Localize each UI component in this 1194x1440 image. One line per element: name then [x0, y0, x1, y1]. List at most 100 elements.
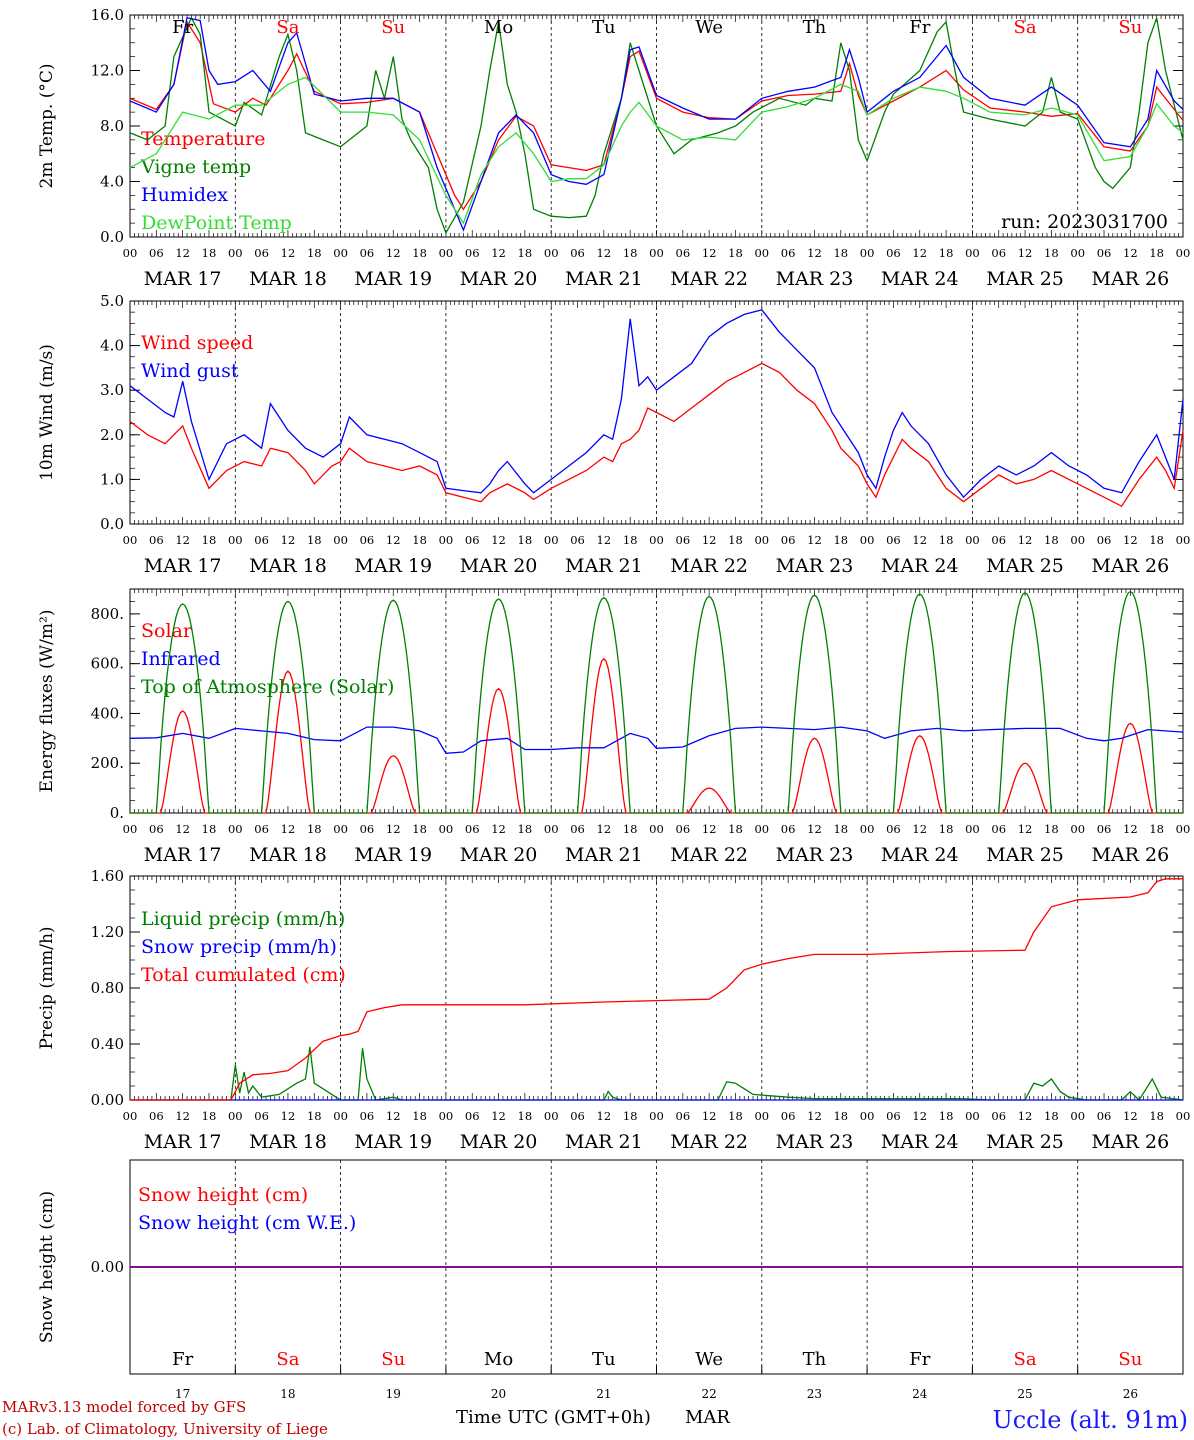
x-hour-label: 18 [623, 246, 638, 260]
x-hour-label: 18 [1149, 822, 1164, 836]
x-hour-label: 12 [597, 1109, 612, 1123]
x-date-label: MAR 26 [1091, 268, 1169, 290]
x-hour-label: 18 [307, 533, 322, 547]
x-hour-label: 00 [228, 533, 243, 547]
x-hour-label: 18 [623, 533, 638, 547]
x-date-label: MAR 19 [354, 844, 432, 866]
weekday-label: We [695, 17, 723, 38]
x-hour-label: 18 [202, 533, 217, 547]
run-label: run: 2023031700 [1001, 211, 1168, 233]
x-hour-label: 06 [886, 822, 901, 836]
x-hour-label: 12 [281, 822, 296, 836]
x-hour-label: 06 [360, 822, 375, 836]
x-hour-label: 18 [412, 1109, 427, 1123]
y-tick-label: 0.40 [91, 1035, 124, 1053]
x-date-label: MAR 21 [565, 268, 643, 290]
x-date-label: MAR 24 [881, 555, 959, 577]
y-axis-label: Energy fluxes (W/m²) [37, 610, 57, 793]
weekday-label: Su [1118, 17, 1142, 38]
x-hour-label: 00 [544, 822, 559, 836]
x-date-label: MAR 22 [670, 268, 748, 290]
x-hour-label: 18 [412, 822, 427, 836]
x-hour-label: 06 [676, 1109, 691, 1123]
y-axis-label: Precip (mm/h) [37, 926, 57, 1049]
x-hour-label: 18 [1149, 246, 1164, 260]
weekday-label: Sa [276, 1349, 299, 1370]
x-hour-label: 18 [728, 533, 743, 547]
x-date-label: MAR 20 [460, 844, 538, 866]
panel-frame [129, 588, 1184, 814]
x-hour-label: 18 [307, 822, 322, 836]
legend-entry: Snow height (cm) [138, 1184, 308, 1206]
y-tick-label: 4.0 [100, 337, 124, 355]
x-hour-label: 00 [1070, 822, 1085, 836]
x-hour-label: 06 [465, 246, 480, 260]
x-hour-label: 12 [597, 822, 612, 836]
x-hour-label: 00 [333, 533, 348, 547]
legend-entry: DewPoint Temp [141, 212, 292, 234]
x-hour-label: 18 [623, 1109, 638, 1123]
x-date-label: MAR 20 [460, 268, 538, 290]
x-hour-label: 12 [807, 246, 822, 260]
x-hour-label: 06 [254, 1109, 269, 1123]
y-tick-label: 5.0 [100, 292, 124, 310]
x-hour-label: 18 [518, 1109, 533, 1123]
x-hour-label: 18 [833, 533, 848, 547]
x-hour-label: 12 [175, 822, 190, 836]
x-date-label: MAR 25 [986, 1131, 1064, 1153]
x-hour-label: 12 [281, 533, 296, 547]
x-date-label: MAR 22 [670, 555, 748, 577]
x-date-label: MAR 24 [881, 268, 959, 290]
x-hour-label: 12 [1123, 246, 1138, 260]
x-hour-label: 18 [518, 533, 533, 547]
weekday-label: Th [803, 1349, 827, 1370]
weekday-label: Mo [484, 17, 513, 38]
day-number-label: 18 [280, 1387, 295, 1401]
day-number-label: 20 [491, 1387, 506, 1401]
x-date-label: MAR 18 [249, 555, 327, 577]
x-hour-label: 18 [202, 822, 217, 836]
x-date-label: MAR 23 [776, 268, 854, 290]
x-hour-label: 06 [676, 822, 691, 836]
y-tick-label: 0.00 [91, 1091, 124, 1109]
x-hour-label: 12 [807, 822, 822, 836]
x-date-label: MAR 23 [776, 844, 854, 866]
x-hour-label: 12 [912, 246, 927, 260]
x-hour-label: 00 [1070, 246, 1085, 260]
x-hour-label: 00 [965, 822, 980, 836]
x-hour-label: 12 [491, 533, 506, 547]
x-hour-label: 00 [228, 1109, 243, 1123]
x-hour-label: 06 [991, 246, 1006, 260]
y-axis-label: Snow height (cm) [37, 1191, 57, 1343]
x-hour-label: 06 [676, 533, 691, 547]
x-hour-label: 18 [833, 246, 848, 260]
x-hour-label: 00 [228, 246, 243, 260]
weekday-label: Th [803, 17, 827, 38]
x-hour-label: 00 [965, 1109, 980, 1123]
y-tick-label: 12.0 [91, 62, 124, 80]
legend-entry: Infrared [141, 648, 221, 670]
x-date-label: MAR 17 [144, 268, 222, 290]
x-hour-label: 12 [386, 822, 401, 836]
series-total-cumulated-cm-line [130, 878, 1183, 1101]
x-hour-label: 06 [360, 246, 375, 260]
x-hour-label: 00 [860, 1109, 875, 1123]
x-date-label: MAR 25 [986, 268, 1064, 290]
x-hour-label: 12 [281, 1109, 296, 1123]
y-tick-label: 1.20 [91, 923, 124, 941]
y-tick-label: 3.0 [100, 381, 124, 399]
x-hour-label: 18 [1044, 1109, 1059, 1123]
x-hour-label: 00 [544, 1109, 559, 1123]
x-hour-label: 18 [518, 822, 533, 836]
x-hour-label: 18 [939, 246, 954, 260]
x-hour-label: 00 [1070, 1109, 1085, 1123]
series-wind-speed-line [129, 362, 1184, 508]
weekday-label: Fr [909, 17, 930, 38]
x-hour-label: 00 [649, 533, 664, 547]
x-hour-label: 12 [702, 533, 717, 547]
x-hour-label: 12 [702, 822, 717, 836]
y-tick-label: 0.80 [91, 979, 124, 997]
legend-entry: Temperature [141, 128, 265, 150]
x-hour-label: 18 [1149, 1109, 1164, 1123]
